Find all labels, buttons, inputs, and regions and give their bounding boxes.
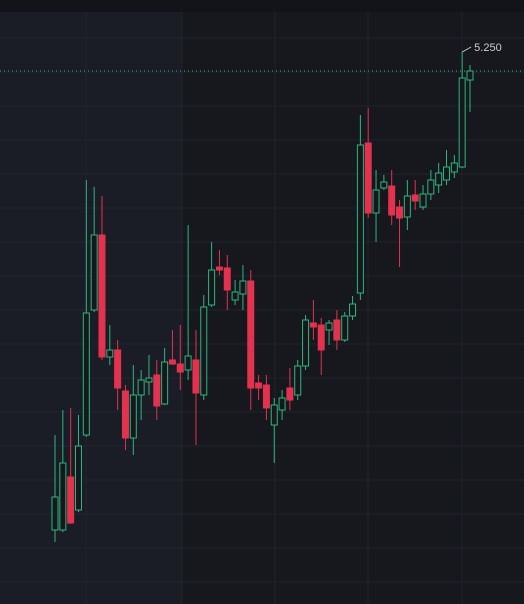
candle-body xyxy=(145,377,153,383)
candle-body xyxy=(215,266,223,271)
candle-body xyxy=(239,280,247,295)
candle-body xyxy=(450,162,458,173)
candle-body xyxy=(161,361,169,405)
candle-body xyxy=(309,322,317,328)
candle-body xyxy=(223,267,231,291)
grid xyxy=(0,12,524,604)
candle-body xyxy=(435,172,443,186)
candle-body xyxy=(59,462,67,531)
candle-body xyxy=(262,384,270,409)
candle-body xyxy=(176,363,184,373)
annotation-leader xyxy=(461,46,472,53)
candle-body xyxy=(286,387,294,401)
candle-body xyxy=(466,70,474,81)
candle-body xyxy=(443,166,451,181)
candle-body xyxy=(137,379,145,396)
candle-body xyxy=(356,144,364,294)
candle-body xyxy=(372,189,380,214)
candle-body xyxy=(192,359,200,394)
candle-body xyxy=(90,234,98,311)
candle-body xyxy=(294,365,302,396)
candle-body xyxy=(411,194,419,202)
candle-body xyxy=(388,185,396,216)
candle-body xyxy=(364,142,372,214)
candle-body xyxy=(98,234,106,358)
candle-body xyxy=(427,179,435,195)
candle-body xyxy=(255,382,263,389)
top-strip xyxy=(0,0,524,12)
candle-body xyxy=(51,496,59,531)
candle-body xyxy=(208,269,216,306)
candle-body xyxy=(333,319,341,341)
candle-body xyxy=(129,394,137,439)
candle-body xyxy=(106,349,114,358)
candles: 5.250 xyxy=(0,42,524,542)
candle-body xyxy=(278,397,286,411)
candle-body xyxy=(168,359,176,365)
candle-body xyxy=(67,476,75,524)
candle-body xyxy=(380,181,388,189)
candle-body xyxy=(74,445,82,511)
candle-body xyxy=(153,374,161,407)
candle-body xyxy=(121,390,129,439)
candle-body xyxy=(403,195,411,218)
candle-body xyxy=(419,193,427,208)
candle-body xyxy=(247,280,255,389)
candle-body xyxy=(184,355,192,371)
candle-body xyxy=(270,404,278,426)
candle-body xyxy=(317,324,325,351)
candle-body xyxy=(302,319,310,367)
candle-body xyxy=(341,315,349,341)
candle-body xyxy=(458,77,466,168)
candle-body xyxy=(349,303,357,317)
annotation-label: 5.250 xyxy=(474,42,502,54)
candle-body xyxy=(200,306,208,396)
candle-body xyxy=(82,312,90,436)
candle-body xyxy=(231,291,239,301)
candle-body xyxy=(396,206,404,219)
candle-body xyxy=(325,322,333,331)
candle-body xyxy=(114,349,122,389)
